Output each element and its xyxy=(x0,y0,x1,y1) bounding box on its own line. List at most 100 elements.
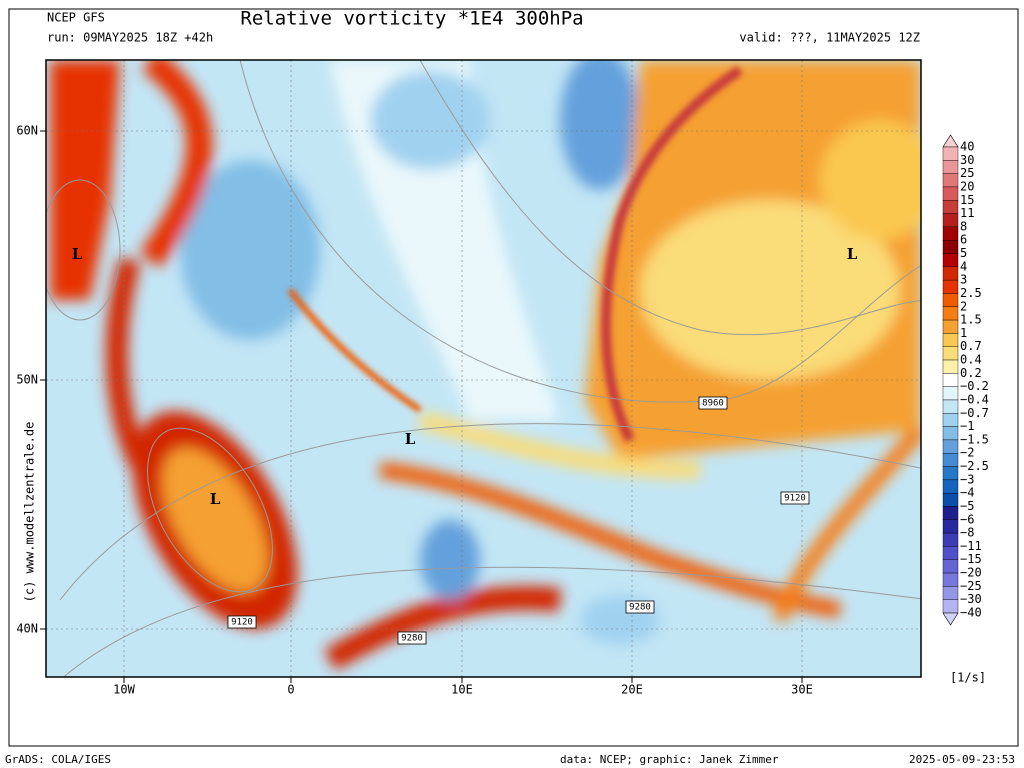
outer-frame xyxy=(8,8,1019,747)
colorbar-swatch xyxy=(942,226,959,241)
colorbar-label: −25 xyxy=(960,579,982,593)
contour-label: 9120 xyxy=(231,618,253,628)
colorbar-label: −40 xyxy=(960,606,982,620)
colorbar-swatch xyxy=(942,200,959,214)
colorbar-label: −6 xyxy=(960,512,974,526)
colorbar-label: 1.5 xyxy=(960,313,982,327)
colorbar-swatch xyxy=(942,293,959,307)
colorbar-label: −1 xyxy=(960,419,974,433)
colorbar-swatch xyxy=(942,466,959,481)
colorbar-label: 15 xyxy=(960,193,974,207)
colorbar-swatch xyxy=(942,146,959,161)
colorbar-label: −0.4 xyxy=(960,392,989,406)
colorbar-swatch xyxy=(942,479,959,494)
colorbar-label: 6 xyxy=(960,233,967,247)
colorbar-label: −11 xyxy=(960,539,982,553)
contour-label-box xyxy=(227,615,257,629)
colorbar-label: −30 xyxy=(960,592,982,606)
colorbar-swatch xyxy=(942,213,959,228)
colorbar-label: 0.7 xyxy=(960,339,982,353)
colorbar-label: −20 xyxy=(960,566,982,580)
colorbar-label: −2 xyxy=(960,446,974,460)
colorbar-label: 30 xyxy=(960,153,974,167)
colorbar-label: −5 xyxy=(960,499,974,513)
colorbar-label: −0.2 xyxy=(960,379,989,393)
colorbar-swatch xyxy=(942,439,959,454)
colorbar-swatch xyxy=(942,186,959,201)
colorbar-label: 0.2 xyxy=(960,366,982,380)
colorbar-swatch xyxy=(942,559,959,574)
colorbar-label: 11 xyxy=(960,206,974,220)
colorbar-label: −2.5 xyxy=(960,459,989,473)
contour-label-box xyxy=(625,600,655,614)
colorbar-label: 2 xyxy=(960,299,967,313)
lon-label: 10E xyxy=(451,683,473,697)
colorbar-label: −1.5 xyxy=(960,432,989,446)
colorbar-swatch xyxy=(942,413,959,427)
lon-label: 10W xyxy=(113,683,135,697)
colorbar-swatch xyxy=(942,333,959,347)
graticule xyxy=(46,60,921,677)
colorbar-swatch xyxy=(942,359,959,374)
colorbar-swatch xyxy=(942,346,959,361)
watermark: (c) www.modellzentrale.de xyxy=(23,422,37,603)
colorbar-swatch xyxy=(942,173,959,188)
contour-label-box xyxy=(780,491,810,505)
colorbar-swatch xyxy=(942,572,959,587)
colorbar-label: 3 xyxy=(960,273,967,287)
model: NCEP GFS xyxy=(47,11,105,25)
colorbar-swatch xyxy=(942,373,959,387)
low-marker: L xyxy=(847,245,858,263)
colorbar-swatch xyxy=(942,266,959,281)
timestamp: 2025-05-09-23:53 xyxy=(909,753,1015,766)
map-field xyxy=(46,60,921,677)
valid: valid: ???, 11MAY2025 12Z xyxy=(739,31,920,45)
low-marker: L xyxy=(210,490,221,508)
map-frame xyxy=(45,59,922,678)
contour-label: 9280 xyxy=(629,603,651,613)
colorbar-unit: [1/s] xyxy=(950,671,986,685)
contour-label-box xyxy=(397,631,427,645)
low-marker: L xyxy=(405,430,416,448)
colorbar-swatch xyxy=(942,453,959,467)
colorbar-label: 1 xyxy=(960,326,967,340)
colorbar-label: −4 xyxy=(960,486,974,500)
colorbar-label: 2.5 xyxy=(960,286,982,300)
colorbar-swatch xyxy=(942,612,959,626)
run: run: 09MAY2025 18Z +42h xyxy=(47,31,213,45)
colorbar-swatch xyxy=(942,399,959,414)
colorbar-label: 4 xyxy=(960,259,967,273)
colorbar-swatch xyxy=(942,160,959,174)
colorbar-label: −8 xyxy=(960,526,974,540)
colorbar-swatch xyxy=(942,253,959,268)
colorbar-label: 8 xyxy=(960,219,967,233)
colorbar-swatch xyxy=(942,506,959,521)
colorbar-swatch xyxy=(942,532,959,547)
lat-label: 40N xyxy=(16,622,38,636)
colorbar-label: −3 xyxy=(960,472,974,486)
software: GrADS: COLA/IGES xyxy=(5,753,111,766)
colorbar-swatch xyxy=(942,546,959,560)
low-marker: L xyxy=(72,245,83,263)
colorbar-label: −0.7 xyxy=(960,406,989,420)
colorbar-swatch xyxy=(942,239,959,254)
contour-label-box xyxy=(698,396,728,410)
colorbar-swatch xyxy=(942,599,959,614)
lon-label: 30E xyxy=(791,683,813,697)
colorbar-label: 25 xyxy=(960,166,974,180)
colorbar-label: 0.4 xyxy=(960,353,982,367)
contour-label: 9120 xyxy=(784,494,806,504)
lon-label: 0 xyxy=(287,683,294,697)
colorbar-swatch xyxy=(942,386,959,401)
credit: data: NCEP; graphic: Janek Zimmer xyxy=(560,753,779,766)
colorbar-swatch xyxy=(942,492,959,507)
colorbar-label: 20 xyxy=(960,179,974,193)
contour-label: 9280 xyxy=(401,634,423,644)
colorbar-swatch xyxy=(942,319,959,334)
title: Relative vorticity *1E4 300hPa xyxy=(240,8,583,30)
colorbar-swatch xyxy=(942,279,959,294)
colorbar-swatch xyxy=(942,306,959,321)
lat-label: 50N xyxy=(16,373,38,387)
lat-label: 60N xyxy=(16,124,38,138)
